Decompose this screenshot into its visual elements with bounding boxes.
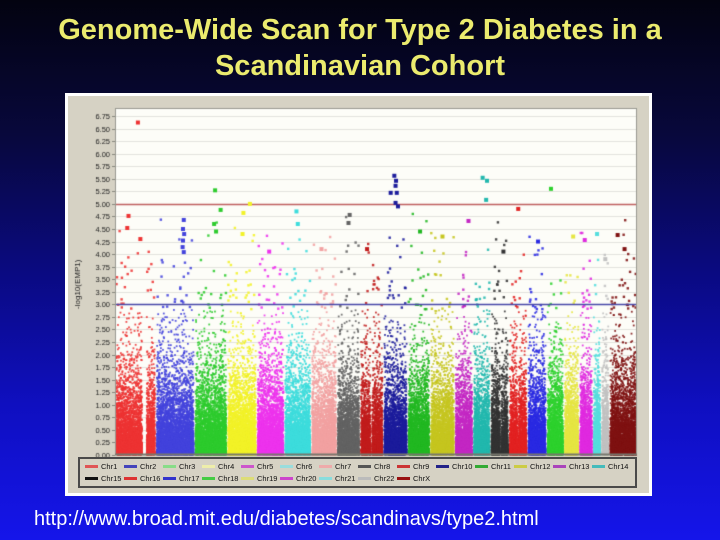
legend-label: Chr7 bbox=[335, 461, 352, 471]
legend-item-chrx: ChrX bbox=[397, 474, 436, 483]
legend-label: Chr17 bbox=[179, 474, 200, 484]
legend-item-chr22: Chr22 bbox=[358, 474, 397, 483]
legend-label: Chr2 bbox=[140, 461, 157, 471]
legend-label: Chr16 bbox=[140, 474, 161, 484]
legend-item-chr19: Chr19 bbox=[241, 474, 280, 483]
legend-swatch bbox=[85, 477, 98, 481]
legend-swatch bbox=[319, 464, 332, 468]
legend-swatch bbox=[592, 464, 605, 468]
legend-swatch bbox=[319, 477, 332, 481]
legend-swatch bbox=[514, 464, 527, 468]
legend-label: Chr4 bbox=[218, 461, 235, 471]
legend-item-chr7: Chr7 bbox=[319, 462, 358, 471]
legend-swatch bbox=[397, 477, 410, 481]
legend-swatch bbox=[241, 464, 254, 468]
legend-swatch bbox=[124, 464, 137, 468]
legend-item-chr9: Chr9 bbox=[397, 462, 436, 471]
legend-item-chr4: Chr4 bbox=[202, 462, 241, 471]
legend-swatch bbox=[163, 464, 176, 468]
legend-item-chr8: Chr8 bbox=[358, 462, 397, 471]
legend-label: Chr8 bbox=[374, 461, 391, 471]
legend-label: Chr13 bbox=[569, 461, 590, 471]
legend-swatch bbox=[553, 464, 566, 468]
legend-label: Chr20 bbox=[296, 474, 317, 484]
legend-label: Chr19 bbox=[257, 474, 278, 484]
manhattan-plot-canvas bbox=[68, 96, 649, 493]
legend-item-chr10: Chr10 bbox=[436, 462, 475, 471]
legend-label: Chr14 bbox=[608, 461, 629, 471]
legend-swatch bbox=[202, 464, 215, 468]
legend-swatch bbox=[475, 464, 488, 468]
legend-label: Chr5 bbox=[257, 461, 274, 471]
legend-item-chr2: Chr2 bbox=[124, 462, 163, 471]
legend-swatch bbox=[163, 477, 176, 481]
legend-row-2: Chr15 Chr16 Chr17 Chr18 Chr19 Chr20 Chr21 Chr22… bbox=[85, 473, 630, 485]
legend-swatch bbox=[280, 477, 293, 481]
legend-label: Chr12 bbox=[530, 461, 551, 471]
legend-item-chr11: Chr11 bbox=[475, 462, 514, 471]
legend-label: Chr22 bbox=[374, 474, 395, 484]
legend-swatch bbox=[280, 464, 293, 468]
chart-frame: Chr1 Chr2 Chr3 Chr4 Chr5 Chr6 Chr7 Chr8 Chr9 Chr1… bbox=[65, 93, 652, 496]
legend-label: ChrX bbox=[413, 474, 431, 484]
legend-row-1: Chr1 Chr2 Chr3 Chr4 Chr5 Chr6 Chr7 Chr8 Chr9 Chr1… bbox=[85, 460, 630, 472]
legend-swatch bbox=[202, 477, 215, 481]
legend-item-chr15: Chr15 bbox=[85, 474, 124, 483]
legend-label: Chr18 bbox=[218, 474, 239, 484]
source-url: http://www.broad.mit.edu/diabetes/scandi… bbox=[34, 508, 539, 530]
chart-legend: Chr1 Chr2 Chr3 Chr4 Chr5 Chr6 Chr7 Chr8 Chr9 Chr1… bbox=[78, 457, 637, 488]
legend-label: Chr3 bbox=[179, 461, 196, 471]
legend-swatch bbox=[241, 477, 254, 481]
legend-item-chr14: Chr14 bbox=[592, 462, 631, 471]
legend-label: Chr6 bbox=[296, 461, 313, 471]
legend-label: Chr9 bbox=[413, 461, 430, 471]
legend-item-chr16: Chr16 bbox=[124, 474, 163, 483]
legend-item-chr20: Chr20 bbox=[280, 474, 319, 483]
legend-label: Chr1 bbox=[101, 461, 118, 471]
legend-label: Chr11 bbox=[491, 461, 511, 471]
legend-swatch bbox=[358, 464, 371, 468]
legend-item-chr3: Chr3 bbox=[163, 462, 202, 471]
legend-item-chr5: Chr5 bbox=[241, 462, 280, 471]
legend-swatch bbox=[124, 477, 137, 481]
legend-item-chr17: Chr17 bbox=[163, 474, 202, 483]
legend-label: Chr15 bbox=[101, 474, 122, 484]
legend-swatch bbox=[436, 464, 449, 468]
slide-title: Genome-Wide Scan for Type 2 Diabetes in … bbox=[58, 14, 662, 82]
legend-swatch bbox=[85, 464, 98, 468]
legend-item-chr18: Chr18 bbox=[202, 474, 241, 483]
legend-item-chr6: Chr6 bbox=[280, 462, 319, 471]
legend-label: Chr10 bbox=[452, 461, 473, 471]
legend-item-chr21: Chr21 bbox=[319, 474, 358, 483]
chart-panel: Chr1 Chr2 Chr3 Chr4 Chr5 Chr6 Chr7 Chr8 Chr9 Chr1… bbox=[68, 96, 649, 493]
legend-item-chr13: Chr13 bbox=[553, 462, 592, 471]
legend-item-chr1: Chr1 bbox=[85, 462, 124, 471]
legend-label: Chr21 bbox=[335, 474, 356, 484]
legend-swatch bbox=[397, 464, 410, 468]
legend-item-chr12: Chr12 bbox=[514, 462, 553, 471]
legend-swatch bbox=[358, 477, 371, 481]
